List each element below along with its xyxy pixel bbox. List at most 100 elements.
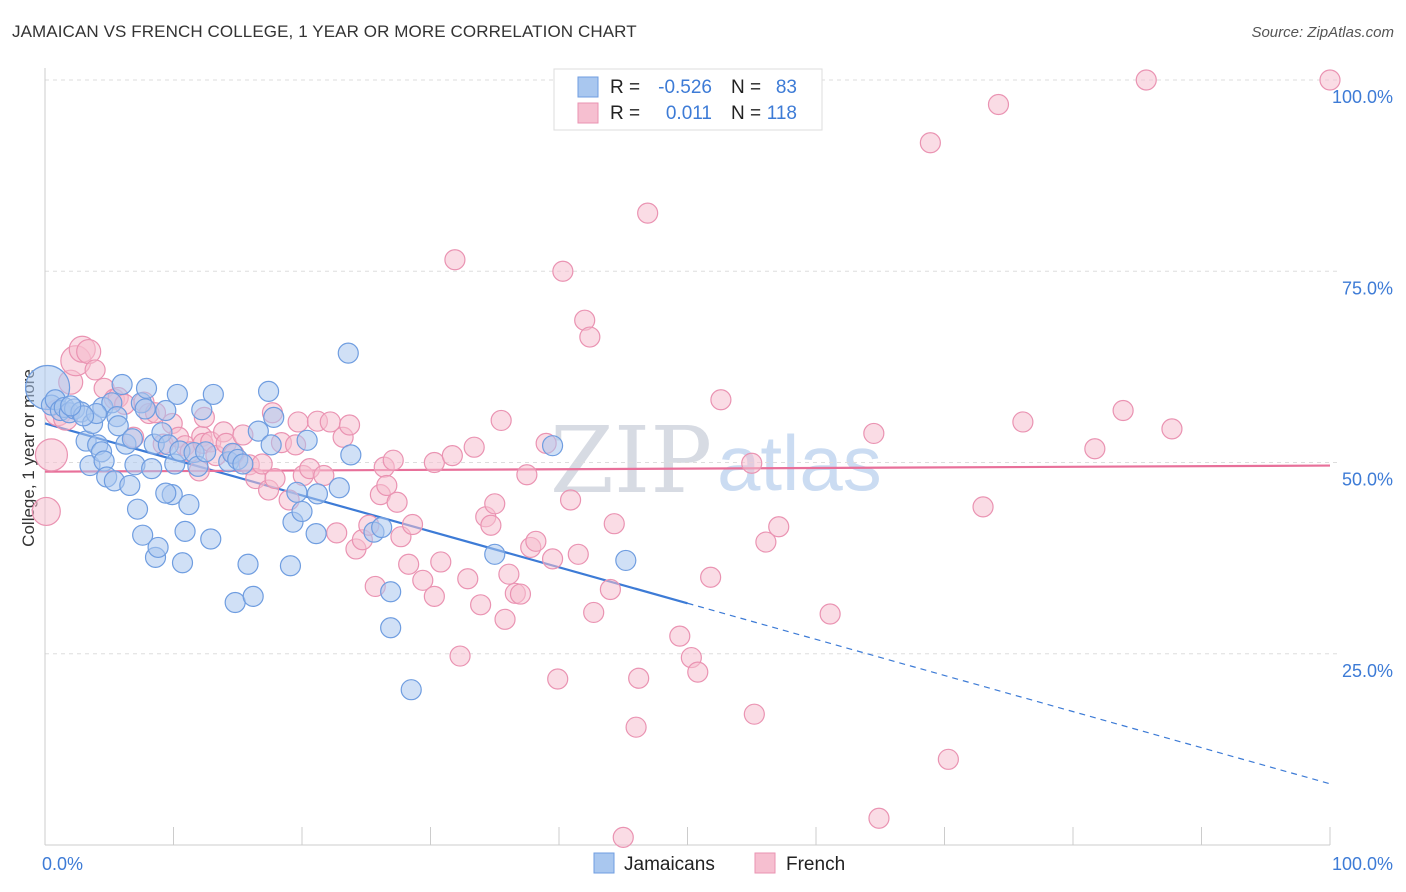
french-point bbox=[484, 493, 506, 515]
french-point bbox=[1135, 69, 1157, 91]
jamaican-point bbox=[380, 617, 402, 639]
french-point bbox=[868, 807, 890, 829]
french-point bbox=[457, 568, 479, 590]
jamaican-point bbox=[166, 383, 188, 406]
french-point bbox=[625, 716, 647, 738]
jamaican-point bbox=[171, 552, 194, 574]
french-point bbox=[741, 452, 763, 474]
french-point bbox=[579, 326, 601, 348]
series-legend: Jamaicans French bbox=[593, 852, 845, 875]
french-point bbox=[423, 451, 445, 474]
french-point bbox=[525, 530, 547, 552]
tick-labels: 25.0% 50.0% 75.0% 100.0% 0.0% 100.0% bbox=[42, 87, 1393, 874]
jamaican-point bbox=[541, 435, 564, 457]
y-tick-label: 75.0% bbox=[1342, 278, 1393, 298]
jamaican-point bbox=[126, 498, 149, 520]
jamaican-point bbox=[279, 555, 302, 577]
french-point bbox=[541, 548, 564, 570]
legend-n-label-jamaicans: N = bbox=[731, 77, 761, 98]
french-point bbox=[743, 703, 765, 725]
french-point bbox=[376, 474, 398, 497]
legend-n-label-french: N = bbox=[731, 103, 761, 124]
y-axis-label: College, 1 year or more bbox=[19, 369, 38, 547]
french-point bbox=[583, 601, 605, 624]
french-point bbox=[287, 411, 309, 433]
jamaican-point bbox=[178, 493, 200, 516]
french-point bbox=[559, 489, 582, 511]
legend-n-value-jamaicans: 83 bbox=[776, 77, 797, 98]
french-point bbox=[612, 826, 634, 848]
french-point bbox=[84, 359, 106, 381]
french-point bbox=[423, 585, 445, 607]
french-point bbox=[637, 202, 659, 224]
jamaican-point bbox=[195, 441, 217, 463]
french-point bbox=[444, 249, 466, 271]
french-point bbox=[567, 543, 589, 565]
jamaican-point bbox=[306, 483, 329, 505]
jamaican-point bbox=[202, 383, 224, 406]
y-tick-label: 50.0% bbox=[1342, 470, 1393, 490]
chart-title: JAMAICAN VS FRENCH COLLEGE, 1 YEAR OR MO… bbox=[12, 22, 637, 41]
french-point bbox=[687, 661, 709, 683]
legend-r-value-jamaicans: -0.526 bbox=[658, 77, 712, 98]
jamaican-point bbox=[380, 581, 402, 603]
french-point bbox=[338, 414, 361, 436]
jamaican-point bbox=[174, 520, 196, 542]
jamaican-point bbox=[242, 585, 264, 607]
jamaican-point bbox=[296, 429, 318, 451]
correlation-legend: R = -0.526 N = 83 R = 0.011 N = 118 bbox=[553, 68, 823, 131]
jamaican-point bbox=[484, 543, 506, 565]
french-point bbox=[516, 464, 538, 486]
legend-r-label-french: R = bbox=[610, 103, 640, 124]
french-point bbox=[700, 566, 722, 588]
jamaican-point bbox=[155, 482, 177, 504]
french-point bbox=[755, 531, 777, 553]
x-tick-label: 0.0% bbox=[42, 854, 83, 874]
jamaican-point bbox=[232, 453, 254, 475]
french-point bbox=[34, 438, 69, 472]
french-point bbox=[972, 496, 994, 518]
french-point bbox=[441, 445, 463, 467]
french-point bbox=[449, 645, 471, 667]
french-point bbox=[919, 132, 941, 154]
y-tick-label: 100.0% bbox=[1332, 87, 1393, 107]
legend-n-value-french: 118 bbox=[767, 103, 797, 124]
jamaican-point bbox=[615, 549, 637, 572]
french-point bbox=[710, 389, 732, 411]
jamaican-point bbox=[121, 428, 143, 450]
french-point bbox=[490, 409, 512, 432]
legend-swatch-jamaicans bbox=[577, 76, 599, 98]
jamaican-point bbox=[224, 591, 246, 614]
french-point bbox=[264, 467, 286, 490]
french-point bbox=[628, 667, 650, 689]
jamaican-point bbox=[247, 420, 269, 442]
jamaican-point bbox=[263, 406, 285, 428]
french-point bbox=[599, 578, 622, 601]
french-point bbox=[1319, 69, 1341, 91]
french-point bbox=[326, 522, 348, 544]
jamaican-point bbox=[147, 536, 169, 559]
french-point bbox=[463, 436, 485, 458]
french-point bbox=[470, 594, 492, 616]
legend-box bbox=[553, 68, 823, 131]
jamaican-point bbox=[135, 377, 158, 399]
jamaican-trend-extension bbox=[687, 602, 1331, 785]
jamaican-point bbox=[60, 395, 82, 417]
jamaican-point bbox=[328, 477, 350, 499]
jamaican-point bbox=[191, 399, 213, 421]
french-point bbox=[603, 513, 625, 535]
legend-swatch-french-bottom bbox=[754, 852, 776, 874]
french-point bbox=[547, 668, 569, 690]
jamaican-point bbox=[111, 373, 133, 396]
french-point bbox=[1161, 418, 1183, 440]
french-point bbox=[509, 583, 532, 605]
jamaican-point bbox=[305, 523, 327, 545]
jamaican-point bbox=[257, 380, 280, 402]
french-point bbox=[412, 569, 434, 591]
jamaican-point bbox=[107, 415, 129, 437]
french-point bbox=[987, 93, 1010, 116]
french-point bbox=[768, 516, 790, 538]
french-point bbox=[1112, 399, 1134, 422]
french-point bbox=[552, 260, 574, 282]
